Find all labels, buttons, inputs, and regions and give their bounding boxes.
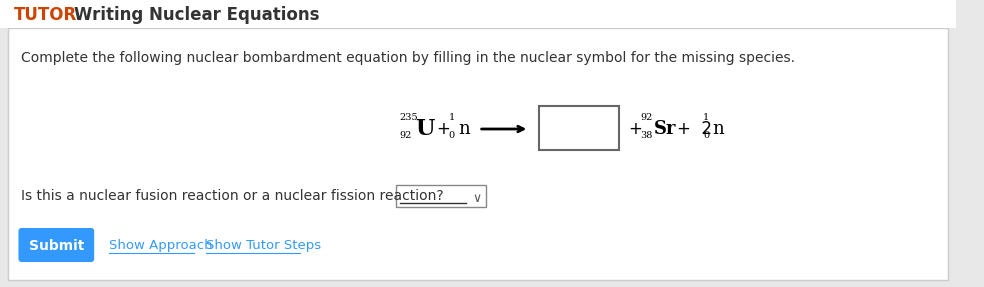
Text: +: + <box>629 120 643 138</box>
Text: Is this a nuclear fusion reaction or a nuclear fission reaction?: Is this a nuclear fusion reaction or a n… <box>22 189 444 203</box>
FancyBboxPatch shape <box>19 228 94 262</box>
Text: ∨: ∨ <box>472 191 481 205</box>
Text: U: U <box>415 118 435 140</box>
Text: TUTOR: TUTOR <box>14 6 77 24</box>
Text: Sr: Sr <box>653 120 676 138</box>
Text: Show Tutor Steps: Show Tutor Steps <box>206 239 321 253</box>
Text: n: n <box>459 120 470 138</box>
Text: 0: 0 <box>449 131 455 141</box>
Bar <box>539 106 619 150</box>
Text: n: n <box>712 120 724 138</box>
Text: Show Approach: Show Approach <box>109 239 213 253</box>
Text: 92: 92 <box>640 113 652 123</box>
Bar <box>0 0 955 28</box>
Text: Submit: Submit <box>29 239 84 253</box>
Text: 92: 92 <box>400 131 411 141</box>
FancyBboxPatch shape <box>8 28 948 280</box>
Text: 1: 1 <box>703 113 709 123</box>
Text: 1: 1 <box>449 113 455 123</box>
Text: Complete the following nuclear bombardment equation by filling in the nuclear sy: Complete the following nuclear bombardme… <box>22 51 795 65</box>
Text: 235: 235 <box>400 113 418 123</box>
Text: 0: 0 <box>703 131 709 141</box>
Text: +  2: + 2 <box>677 120 711 138</box>
Text: +: + <box>436 120 450 138</box>
Text: Writing Nuclear Equations: Writing Nuclear Equations <box>74 6 319 24</box>
Bar <box>397 185 485 207</box>
Text: 38: 38 <box>640 131 652 141</box>
